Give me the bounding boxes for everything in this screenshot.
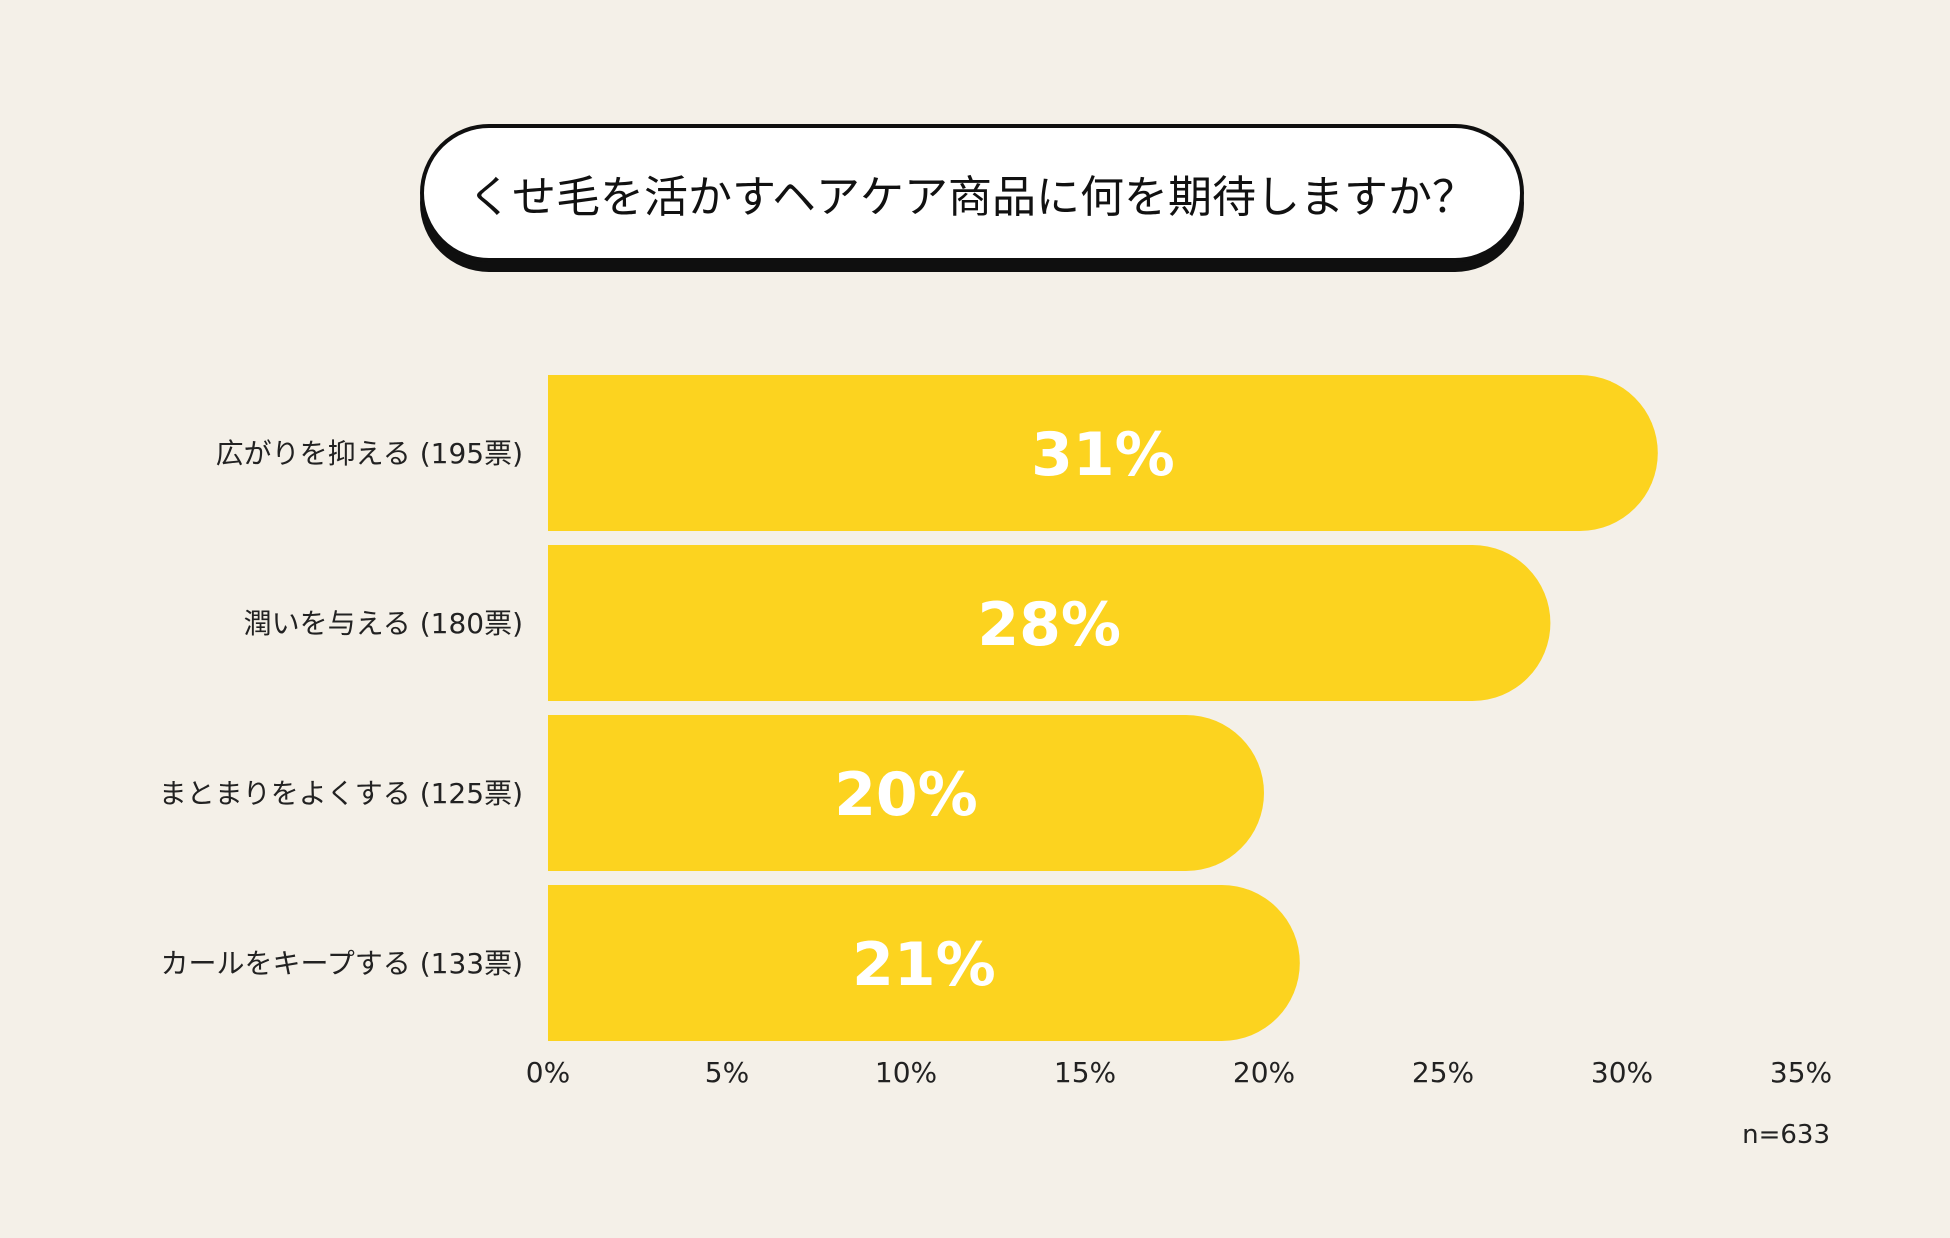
bar-1 [548,375,1658,531]
bar-value-label-4: 21% [852,930,996,1000]
category-label-4: カールをキープする (133票) [160,947,523,980]
bar-value-label-2: 28% [977,590,1121,660]
chart-title-container: くせ毛を活かすヘアケア商品に何を期待しますか？ [420,124,1524,272]
bar-value-label-3: 20% [834,760,978,830]
x-tick-label-20: 20% [1233,1056,1295,1089]
sample-size-note: n=633 [1742,1120,1830,1150]
x-tick-label-5: 5% [705,1056,749,1089]
bar-2 [548,545,1551,701]
x-tick-label-25: 25% [1412,1056,1474,1089]
x-tick-label-35: 35% [1770,1056,1832,1089]
x-tick-label-15: 15% [1054,1056,1116,1089]
chart-title: くせ毛を活かすヘアケア商品に何を期待しますか？ [420,124,1524,262]
bar-value-label-1: 31% [1031,420,1175,490]
x-tick-label-0: 0% [526,1056,570,1089]
category-label-2: 潤いを与える (180票) [244,607,523,640]
x-tick-label-10: 10% [875,1056,937,1089]
bar-4 [548,885,1300,1041]
x-tick-label-30: 30% [1591,1056,1653,1089]
category-label-3: まとまりをよくする (125票) [159,777,523,810]
bar-3 [548,715,1264,871]
category-label-1: 広がりを抑える (195票) [216,437,523,470]
